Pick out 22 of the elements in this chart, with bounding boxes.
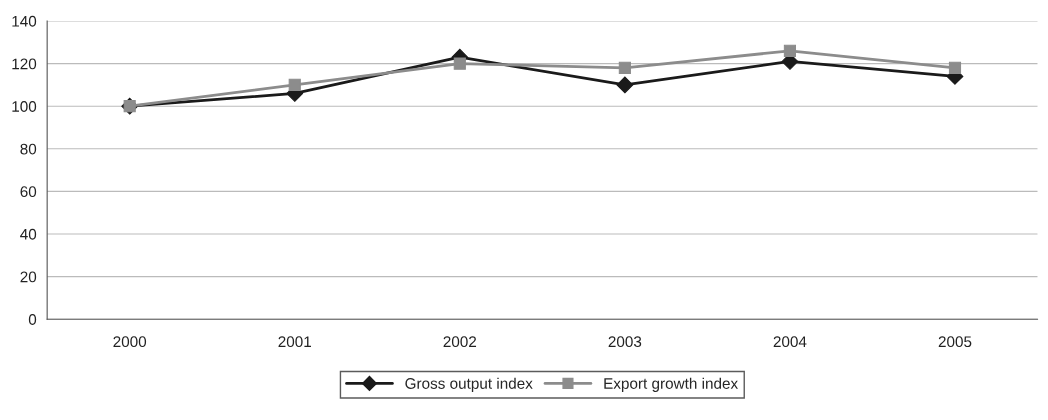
x-tick-label: 2003 — [608, 336, 642, 348]
y-tick-label: 120 — [12, 58, 37, 70]
point — [616, 76, 634, 94]
point — [948, 61, 962, 74]
point — [453, 57, 466, 70]
point — [618, 61, 631, 74]
y-tick-label: 40 — [20, 228, 37, 240]
legend-label: Export growth index — [604, 377, 738, 392]
y-tick-label: 100 — [12, 101, 37, 112]
y-tick-label: 0 — [28, 314, 37, 325]
point — [783, 44, 797, 57]
y-tick-label: 60 — [20, 186, 37, 198]
x-tick-label: 2004 — [773, 336, 807, 348]
y-tick-label: 20 — [20, 271, 37, 283]
legend-label: Gross output index — [405, 377, 533, 392]
x-tick-label: 2005 — [938, 336, 972, 348]
x-tick-label: 2000 — [113, 336, 147, 348]
y-tick-label: 80 — [20, 143, 37, 155]
x-tick-label: 2002 — [443, 336, 477, 348]
y-tick-label: 140 — [12, 15, 37, 27]
x-tick-label: 2001 — [278, 336, 311, 348]
point — [288, 78, 301, 91]
